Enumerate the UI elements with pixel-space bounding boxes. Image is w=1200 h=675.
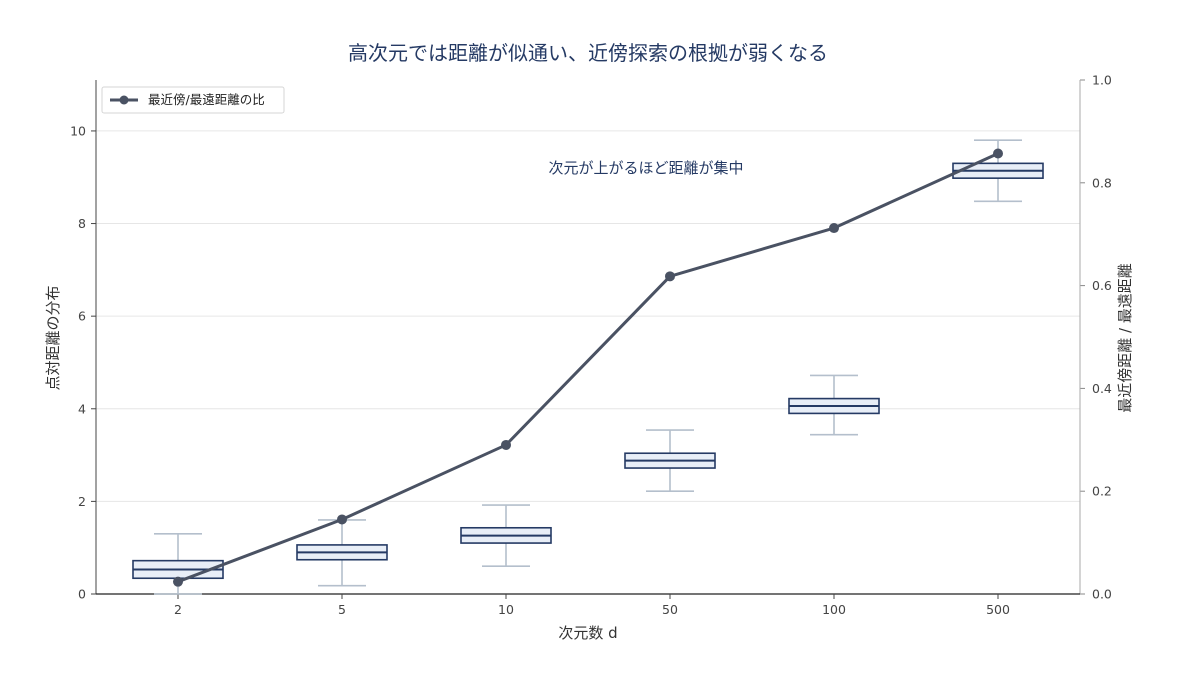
box-5 — [296, 519, 388, 587]
ratio-line — [177, 152, 999, 584]
axes: 0 2 4 6 8 10 0.0 0.2 0.4 0.6 0.8 1.0 2 5 10 50 100 500 — [70, 73, 1112, 618]
y-left-tick-label: 4 — [78, 401, 86, 416]
x-tick-label: 10 — [498, 602, 514, 617]
y-right-tick-label: 0.2 — [1092, 484, 1112, 499]
y-left-tick-label: 2 — [78, 494, 86, 509]
y-right-tick-label: 0.0 — [1092, 587, 1112, 602]
y-right-tick-label: 0.8 — [1092, 175, 1112, 190]
legend-box — [101, 86, 285, 114]
x-tick-label: 5 — [338, 602, 346, 617]
x-tick-label: 100 — [822, 602, 846, 617]
x-tick-label: 500 — [986, 602, 1010, 617]
annotation: 次元が上がるほど距離が集中 — [548, 159, 743, 177]
box-50 — [624, 429, 716, 493]
y-left-tick-label: 8 — [78, 216, 86, 231]
box-100 — [788, 374, 880, 436]
boxes — [132, 139, 1044, 595]
x-tick-label: 2 — [174, 602, 182, 617]
ratio-point-10 — [501, 439, 511, 450]
y-right-tick-label: 1.0 — [1092, 73, 1112, 88]
y-left-tick-label: 10 — [70, 123, 86, 138]
legend-marker-swatch — [119, 95, 129, 105]
box-10 — [460, 504, 552, 568]
x-axis-label: 次元数 d — [558, 624, 617, 642]
y-right-tick-label: 0.4 — [1092, 381, 1112, 396]
box-500 — [952, 139, 1044, 203]
ratio-point-50 — [665, 271, 675, 282]
ratio-point-5 — [337, 514, 347, 525]
grid — [96, 130, 1080, 502]
legend-label: 最近傍/最遠距離の比 — [148, 92, 265, 107]
y-left-tick-label: 6 — [78, 309, 86, 324]
chart-title: 高次元では距離が似通い、近傍探索の根拠が弱くなる — [348, 41, 828, 65]
legend: 最近傍/最遠距離の比 — [101, 86, 285, 114]
ratio-series — [173, 148, 1003, 587]
ratio-point-2 — [173, 576, 183, 587]
ratio-point-100 — [829, 223, 839, 234]
y-right-tick-label: 0.6 — [1092, 278, 1112, 293]
y-left-tick-label: 0 — [78, 587, 86, 602]
y-axis-right-label: 最近傍距離 / 最遠距離 — [1116, 263, 1134, 413]
ratio-point-500 — [993, 148, 1003, 159]
x-tick-label: 50 — [662, 602, 678, 617]
y-axis-left-label: 点対距離の分布 — [44, 285, 62, 390]
